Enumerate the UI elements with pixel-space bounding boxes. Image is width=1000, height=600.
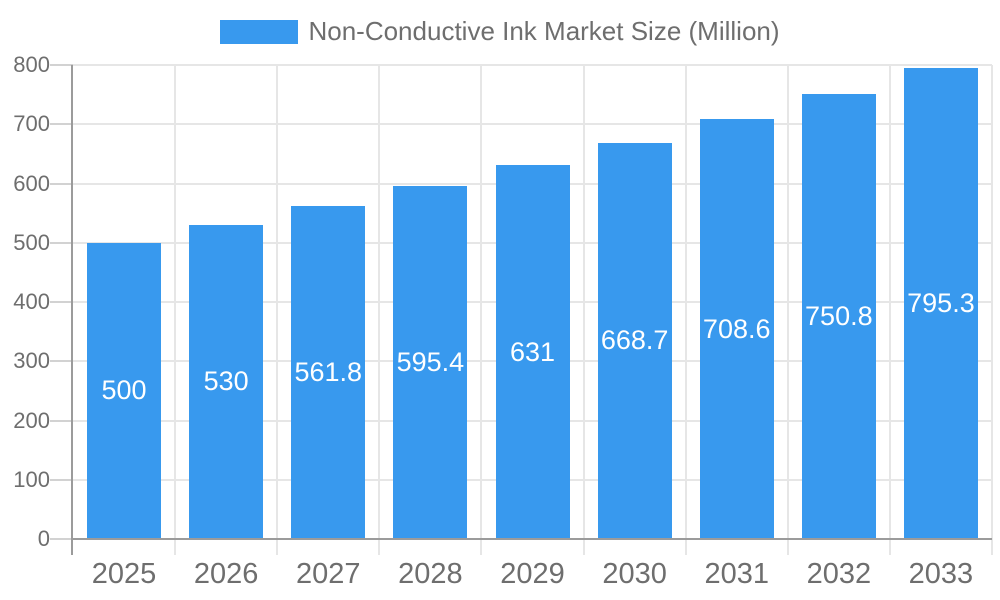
bar[interactable]: 595.4 (393, 186, 468, 539)
bar-value-label: 595.4 (396, 347, 465, 378)
y-tick-label: 0 (37, 526, 50, 551)
y-tick-label: 600 (13, 170, 50, 196)
bar[interactable]: 631 (495, 165, 570, 539)
gridline-vertical (174, 65, 177, 555)
legend-swatch (220, 19, 299, 44)
y-axis-labels: 0 100 200 300 400 500 600 700 800 (0, 0, 50, 600)
gridline-vertical (582, 65, 585, 555)
y-tick-label: 100 (13, 466, 50, 492)
gridline-vertical (991, 65, 993, 555)
gridline-horizontal (73, 64, 992, 66)
x-tick-label: 2029 (500, 558, 565, 590)
y-tick-label: 400 (13, 289, 50, 314)
gridline-vertical (276, 65, 279, 555)
bar-value-label: 631 (509, 336, 556, 367)
bar-value-label: 500 (101, 375, 147, 406)
y-tick-mark (50, 360, 73, 363)
x-tick-label: 2032 (806, 558, 872, 590)
legend-item[interactable]: Non-Conductive Ink Market Size (Million) (220, 16, 780, 47)
bar[interactable]: 708.6 (699, 119, 774, 539)
bar[interactable]: 561.8 (291, 206, 366, 539)
y-tick-mark (50, 182, 73, 185)
y-tick-mark (50, 538, 73, 540)
bar[interactable]: 500 (87, 242, 162, 539)
x-tick-label: 2027 (296, 558, 361, 590)
legend-label: Non-Conductive Ink Market Size (Million) (308, 16, 780, 46)
x-tick-label: 2025 (91, 558, 157, 590)
gridline-vertical (378, 65, 381, 555)
plot-area: 500 530 561.8 595.4 631 668.7 708.6 750.8 795.3 (50, 64, 993, 555)
bar-value-label: 561.8 (294, 357, 363, 388)
x-tick-label: 2031 (704, 558, 769, 590)
y-tick-label: 500 (13, 229, 50, 255)
y-tick-mark (50, 123, 73, 126)
bar-value-label: 530 (203, 366, 249, 397)
bar[interactable]: 668.7 (597, 142, 672, 539)
y-tick-label: 800 (13, 52, 50, 77)
y-axis-line (71, 65, 73, 555)
gridline-vertical (786, 65, 789, 555)
gridline-horizontal (73, 123, 992, 126)
x-tick-label: 2026 (193, 558, 259, 590)
chart-legend: Non-Conductive Ink Market Size (Million) (0, 16, 1000, 47)
bar[interactable]: 750.8 (801, 94, 876, 539)
gridline-vertical (888, 65, 891, 555)
bar[interactable]: 530 (189, 224, 264, 539)
y-tick-mark (50, 419, 73, 422)
bar[interactable]: 795.3 (903, 67, 978, 539)
bar-value-label: 750.8 (805, 301, 873, 332)
x-axis-labels: 2025 2026 2027 2028 2029 2030 2031 2032 2033 (73, 558, 992, 594)
y-tick-label: 700 (13, 111, 50, 137)
x-axis-line (71, 538, 992, 540)
x-tick-label: 2028 (398, 558, 463, 590)
y-tick-mark (50, 478, 73, 481)
gridline-vertical (684, 65, 687, 555)
y-tick-mark (50, 301, 73, 303)
y-tick-label: 300 (13, 348, 50, 374)
gridline-vertical (480, 65, 483, 555)
bar-value-label: 668.7 (600, 325, 669, 356)
y-tick-mark (50, 241, 73, 244)
bar-value-label: 708.6 (702, 313, 771, 344)
x-tick-label: 2030 (602, 558, 667, 590)
y-tick-mark (50, 64, 73, 66)
y-tick-label: 200 (13, 407, 50, 433)
bar-value-label: 795.3 (907, 287, 975, 318)
x-tick-label: 2033 (908, 558, 974, 590)
